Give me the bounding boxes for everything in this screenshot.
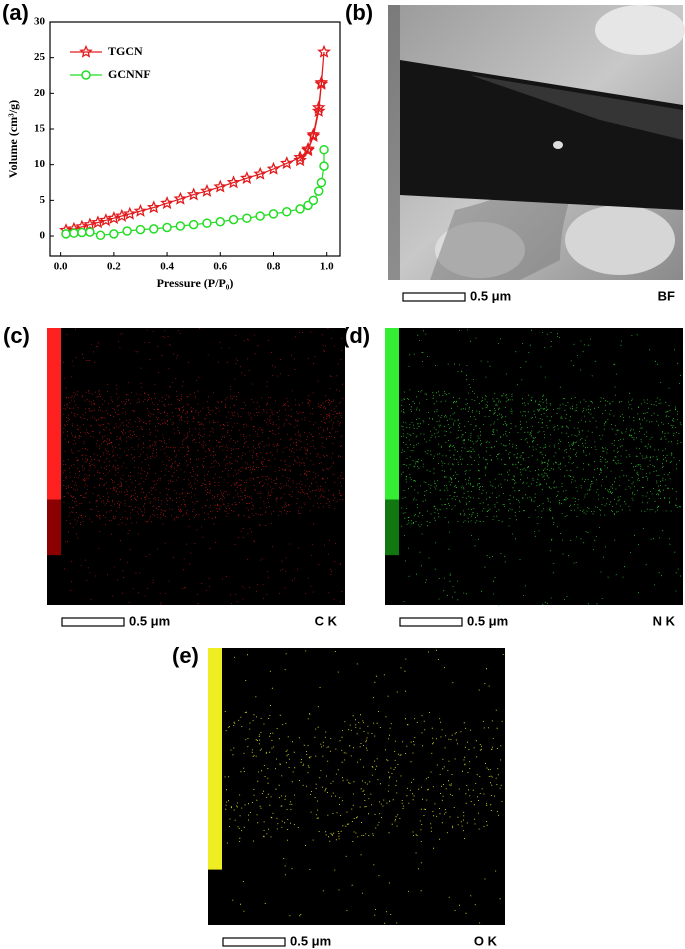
plot-frame xyxy=(49,21,341,257)
x-tick-label: 0.4 xyxy=(160,261,174,273)
marker xyxy=(91,215,105,229)
marker xyxy=(85,227,95,237)
marker xyxy=(186,187,201,201)
scale-label: 0.5 μm xyxy=(470,288,511,303)
x-tick-label: 0.6 xyxy=(213,261,227,273)
scale-bar xyxy=(399,617,463,627)
map-image xyxy=(47,328,345,605)
bright-field-image xyxy=(388,5,685,280)
marker xyxy=(316,177,327,188)
marker xyxy=(306,127,321,141)
scale-bar xyxy=(402,292,466,302)
scale-bar xyxy=(222,937,286,947)
color-bar xyxy=(385,328,399,500)
marker xyxy=(255,211,265,221)
marker xyxy=(109,229,119,239)
marker xyxy=(77,227,87,238)
marker xyxy=(188,219,199,230)
y-tick-label: 15 xyxy=(34,123,46,135)
legend-label: GCNNF xyxy=(108,67,151,81)
panel-label: (b) xyxy=(345,0,373,25)
color-bar xyxy=(47,499,61,556)
signal-label: N K xyxy=(653,613,676,628)
marker xyxy=(122,226,132,236)
color-bar xyxy=(208,648,222,870)
x-axis-label: Pressure (P/P₀) xyxy=(157,276,234,290)
scale-bar xyxy=(61,617,125,627)
marker xyxy=(122,206,137,220)
marker xyxy=(301,141,315,155)
scale-label: 0.5 μm xyxy=(129,613,170,628)
marker xyxy=(106,211,121,224)
marker xyxy=(114,208,129,222)
x-tick-label: 0.8 xyxy=(267,261,281,273)
color-bar xyxy=(47,328,61,500)
legend-marker xyxy=(79,44,93,58)
marker xyxy=(146,200,161,214)
marker xyxy=(213,179,228,193)
marker xyxy=(311,100,326,114)
series-line xyxy=(65,51,325,231)
x-tick-label: 1.0 xyxy=(320,261,334,273)
marker xyxy=(61,229,71,239)
y-tick-label: 5 xyxy=(40,194,46,206)
marker xyxy=(313,186,324,196)
marker xyxy=(319,144,329,155)
marker xyxy=(95,230,106,241)
marker xyxy=(266,161,281,175)
scale-label: 0.5 μm xyxy=(290,933,331,948)
legend-marker xyxy=(81,70,91,80)
marker xyxy=(282,207,292,217)
map-image xyxy=(208,648,505,925)
marker xyxy=(200,183,214,197)
marker xyxy=(162,222,172,233)
y-axis-label: Volume (cm³/g) xyxy=(6,100,20,178)
marker xyxy=(293,153,307,167)
marker xyxy=(83,217,97,231)
panel-label: (d) xyxy=(342,323,370,348)
y-tick-label: 0 xyxy=(40,230,46,242)
element-dots xyxy=(63,328,344,605)
y-tick-label: 30 xyxy=(34,16,46,28)
panel-label: (a) xyxy=(2,0,29,25)
y-tick-label: 20 xyxy=(34,87,46,99)
x-tick-label: 0.2 xyxy=(107,261,121,273)
color-bar xyxy=(385,499,399,556)
y-tick-label: 25 xyxy=(34,51,46,63)
marker xyxy=(173,191,188,205)
signal-label: O K xyxy=(474,933,498,948)
marker xyxy=(133,203,148,217)
marker xyxy=(149,224,159,234)
marker xyxy=(226,175,241,189)
marker xyxy=(311,104,326,117)
marker xyxy=(268,209,279,219)
marker xyxy=(215,217,226,227)
panel-label: (e) xyxy=(172,643,199,668)
marker xyxy=(202,218,212,228)
marker xyxy=(253,166,268,180)
legend-label: TGCN xyxy=(108,44,143,58)
x-tick-label: 0.0 xyxy=(54,261,68,273)
marker xyxy=(69,228,79,238)
y-tick-label: 10 xyxy=(34,158,46,170)
marker xyxy=(295,204,305,214)
marker xyxy=(228,214,239,225)
panel-label: (c) xyxy=(3,323,30,348)
marker xyxy=(279,156,294,170)
marker xyxy=(175,221,186,231)
marker xyxy=(317,44,331,58)
marker xyxy=(314,75,329,89)
marker xyxy=(319,161,329,171)
map-image xyxy=(385,328,683,605)
signal-label: BF xyxy=(658,288,675,303)
marker xyxy=(98,213,113,227)
marker xyxy=(135,224,146,235)
marker xyxy=(242,213,252,223)
scale-label: 0.5 μm xyxy=(467,613,508,628)
marker xyxy=(308,195,319,206)
signal-label: C K xyxy=(315,613,338,628)
marker xyxy=(160,196,174,210)
marker xyxy=(239,171,254,185)
